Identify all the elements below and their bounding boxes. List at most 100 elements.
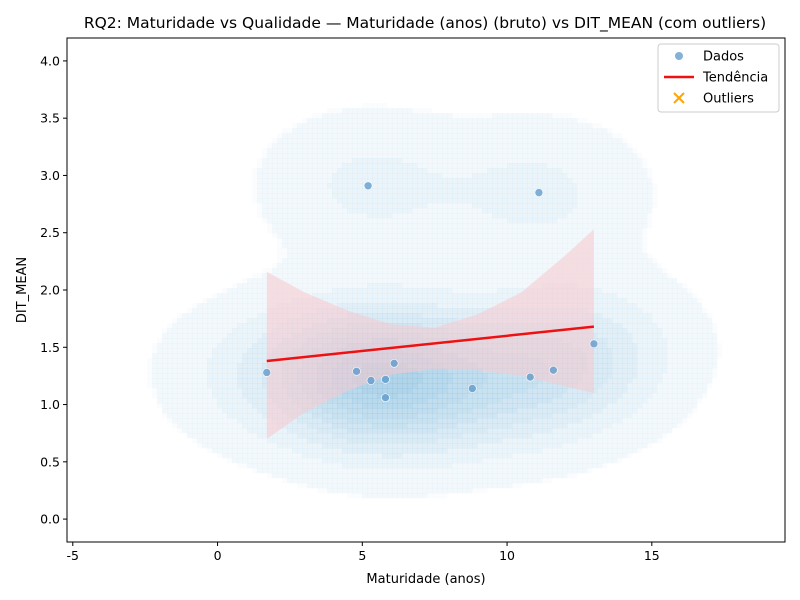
density-cell xyxy=(527,193,533,199)
density-cell xyxy=(652,268,658,274)
density-cell xyxy=(302,193,308,199)
density-cell xyxy=(377,253,383,259)
density-cell xyxy=(392,268,398,274)
density-cell xyxy=(412,223,418,229)
density-cell xyxy=(362,188,368,194)
density-cell xyxy=(397,138,403,144)
density-cell xyxy=(542,138,548,144)
density-cell xyxy=(597,258,603,264)
density-cell xyxy=(312,263,318,269)
density-cell xyxy=(632,183,638,189)
density-cell xyxy=(392,168,398,174)
density-cell xyxy=(467,233,473,239)
density-cell xyxy=(597,138,603,144)
density-cell xyxy=(547,173,553,179)
density-cell xyxy=(602,153,608,159)
density-cell xyxy=(607,373,613,379)
density-cell xyxy=(417,298,423,304)
density-cell xyxy=(482,293,488,299)
density-cell xyxy=(377,203,383,209)
density-cell xyxy=(477,253,483,259)
density-cell xyxy=(487,183,493,189)
density-cell xyxy=(362,163,368,169)
density-cell xyxy=(662,268,667,273)
density-cell xyxy=(402,258,408,264)
density-cell xyxy=(632,173,638,179)
density-cell xyxy=(637,383,643,389)
density-cell xyxy=(287,258,293,264)
density-cell xyxy=(532,278,538,284)
density-cell xyxy=(337,163,343,169)
density-cell xyxy=(602,198,608,204)
density-cell xyxy=(422,158,428,164)
density-cell xyxy=(347,128,353,134)
density-cell xyxy=(387,248,393,254)
density-cell xyxy=(282,233,288,239)
density-cell xyxy=(502,143,508,149)
density-cell xyxy=(427,188,433,194)
density-cell xyxy=(452,378,458,384)
density-cell xyxy=(357,298,363,304)
density-cell xyxy=(237,318,243,324)
density-cell xyxy=(262,158,268,164)
density-cell xyxy=(257,178,263,184)
density-cell xyxy=(507,148,513,154)
density-cell xyxy=(572,228,578,234)
density-cell xyxy=(327,233,333,239)
density-cell xyxy=(382,198,388,204)
density-cell xyxy=(327,133,333,139)
density-cell xyxy=(702,373,708,379)
density-cell xyxy=(372,138,378,144)
density-cell xyxy=(432,173,438,179)
density-cell xyxy=(572,178,578,184)
density-cell xyxy=(532,243,538,249)
density-cell xyxy=(542,178,548,184)
density-cell xyxy=(447,298,453,304)
density-cell xyxy=(582,203,588,209)
density-cell xyxy=(422,113,428,119)
density-cell xyxy=(417,233,423,239)
density-cell xyxy=(562,168,568,174)
density-cell xyxy=(197,383,203,389)
density-cell xyxy=(352,253,358,259)
density-cell xyxy=(357,233,363,239)
density-cell xyxy=(617,303,623,309)
density-cell xyxy=(412,113,418,119)
density-cell xyxy=(247,353,253,359)
density-cell xyxy=(457,228,463,234)
density-cell xyxy=(382,103,387,108)
density-cell xyxy=(582,143,588,149)
density-cell xyxy=(507,173,513,179)
density-cell xyxy=(372,108,378,114)
density-cell xyxy=(482,143,488,149)
density-cell xyxy=(337,158,343,164)
density-cell xyxy=(487,373,493,379)
density-cell xyxy=(417,268,423,274)
density-cell xyxy=(262,388,268,394)
density-cell xyxy=(487,383,493,389)
density-cell xyxy=(592,213,598,219)
density-cell xyxy=(367,248,373,254)
density-cell xyxy=(487,153,493,159)
density-cell xyxy=(312,148,318,154)
density-cell xyxy=(677,383,683,389)
density-cell xyxy=(607,128,612,133)
density-cell xyxy=(397,153,403,159)
density-cell xyxy=(417,198,423,204)
density-cell xyxy=(477,218,483,224)
density-cell xyxy=(647,273,653,279)
density-cell xyxy=(617,133,622,138)
density-cell xyxy=(477,208,483,214)
density-cell xyxy=(612,373,618,379)
density-cell xyxy=(342,193,348,199)
density-cell xyxy=(452,258,458,264)
density-cell xyxy=(642,293,648,299)
density-cell xyxy=(597,378,603,384)
density-cell xyxy=(607,348,613,354)
density-cell xyxy=(642,208,648,214)
density-cell xyxy=(417,378,423,384)
density-cell xyxy=(552,193,558,199)
density-cell xyxy=(647,328,653,334)
density-cell xyxy=(477,303,483,309)
density-cell xyxy=(592,383,598,389)
